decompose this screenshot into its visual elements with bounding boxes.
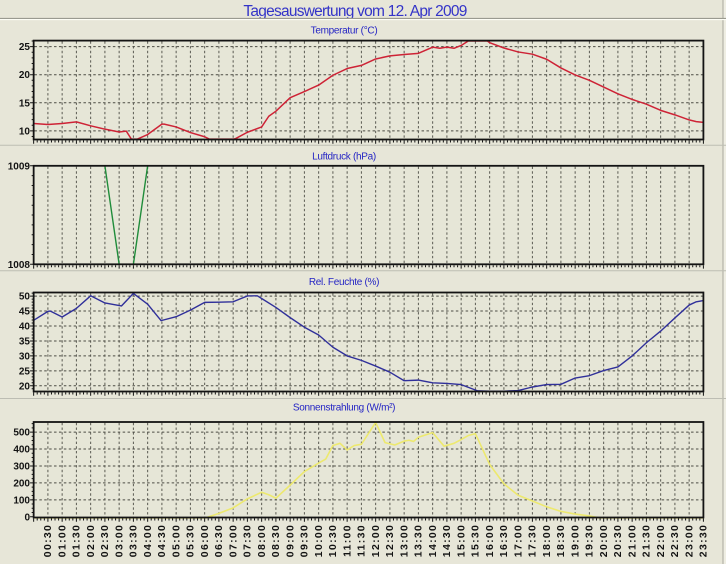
- svg-text:20: 20: [19, 381, 31, 392]
- svg-text:200: 200: [13, 478, 30, 489]
- svg-text:07:00: 07:00: [227, 524, 239, 557]
- svg-text:1009: 1009: [8, 161, 31, 172]
- svg-text:14:30: 14:30: [441, 524, 453, 557]
- svg-text:25: 25: [19, 42, 31, 53]
- svg-text:19:00: 19:00: [569, 524, 581, 557]
- svg-text:20:30: 20:30: [612, 524, 624, 557]
- svg-text:Luftdruck (hPa): Luftdruck (hPa): [312, 152, 376, 163]
- svg-text:16:30: 16:30: [498, 524, 510, 557]
- svg-text:10:00: 10:00: [313, 524, 325, 557]
- svg-text:06:30: 06:30: [213, 524, 225, 557]
- svg-text:11:00: 11:00: [341, 524, 353, 557]
- svg-text:12:00: 12:00: [370, 524, 382, 557]
- svg-text:17:00: 17:00: [512, 524, 524, 557]
- svg-text:18:00: 18:00: [541, 524, 553, 557]
- svg-text:21:30: 21:30: [641, 524, 653, 557]
- svg-text:14:00: 14:00: [427, 524, 439, 557]
- svg-text:06:00: 06:00: [199, 524, 211, 557]
- svg-text:25: 25: [19, 366, 31, 377]
- svg-text:10: 10: [19, 126, 31, 137]
- svg-text:500: 500: [13, 428, 30, 439]
- svg-text:19:30: 19:30: [584, 524, 596, 557]
- svg-text:04:30: 04:30: [156, 524, 168, 557]
- svg-text:13:30: 13:30: [413, 524, 425, 557]
- svg-text:22:00: 22:00: [655, 524, 667, 557]
- svg-text:02:00: 02:00: [85, 524, 97, 557]
- svg-text:15:30: 15:30: [470, 524, 482, 557]
- svg-text:30: 30: [19, 351, 31, 362]
- svg-text:05:30: 05:30: [185, 524, 197, 557]
- svg-text:1008: 1008: [8, 260, 31, 271]
- svg-text:10:30: 10:30: [327, 524, 339, 557]
- svg-text:400: 400: [13, 445, 30, 456]
- svg-text:21:00: 21:00: [626, 524, 638, 557]
- svg-text:09:30: 09:30: [299, 524, 311, 557]
- svg-text:300: 300: [13, 461, 30, 472]
- svg-text:23:30: 23:30: [698, 524, 710, 557]
- svg-text:01:00: 01:00: [56, 524, 68, 557]
- svg-text:22:30: 22:30: [669, 524, 681, 557]
- svg-text:40: 40: [19, 322, 31, 333]
- svg-text:16:00: 16:00: [484, 524, 496, 557]
- svg-text:12:30: 12:30: [384, 524, 396, 557]
- svg-text:04:00: 04:00: [142, 524, 154, 557]
- svg-text:Sonnenstrahlung (W/m²): Sonnenstrahlung (W/m²): [293, 403, 395, 414]
- svg-text:08:00: 08:00: [256, 524, 268, 557]
- svg-text:Rel. Feuchte (%): Rel. Feuchte (%): [309, 277, 379, 288]
- svg-text:20:00: 20:00: [598, 524, 610, 557]
- svg-text:45: 45: [19, 307, 31, 318]
- svg-text:15:00: 15:00: [455, 524, 467, 557]
- svg-text:0: 0: [24, 512, 30, 523]
- svg-text:18:30: 18:30: [555, 524, 567, 557]
- svg-text:Tagesauswertung vom 12. Apr 20: Tagesauswertung vom 12. Apr 2009: [243, 3, 466, 20]
- svg-text:50: 50: [19, 292, 31, 303]
- svg-text:07:30: 07:30: [242, 524, 254, 557]
- svg-text:Temperatur (°C): Temperatur (°C): [311, 26, 378, 37]
- svg-text:01:30: 01:30: [71, 524, 83, 557]
- svg-text:09:00: 09:00: [284, 524, 296, 557]
- svg-text:08:30: 08:30: [270, 524, 282, 557]
- svg-text:15: 15: [19, 98, 31, 109]
- svg-text:03:30: 03:30: [128, 524, 140, 557]
- svg-text:05:00: 05:00: [170, 524, 182, 557]
- svg-text:100: 100: [13, 495, 30, 506]
- svg-text:23:00: 23:00: [683, 524, 695, 557]
- svg-text:13:00: 13:00: [398, 524, 410, 557]
- svg-text:03:00: 03:00: [113, 524, 125, 557]
- svg-text:35: 35: [19, 336, 31, 347]
- svg-text:02:30: 02:30: [99, 524, 111, 557]
- svg-text:17:30: 17:30: [527, 524, 539, 557]
- svg-text:00:30: 00:30: [42, 524, 54, 557]
- svg-text:11:30: 11:30: [356, 524, 368, 557]
- svg-text:20: 20: [19, 70, 31, 81]
